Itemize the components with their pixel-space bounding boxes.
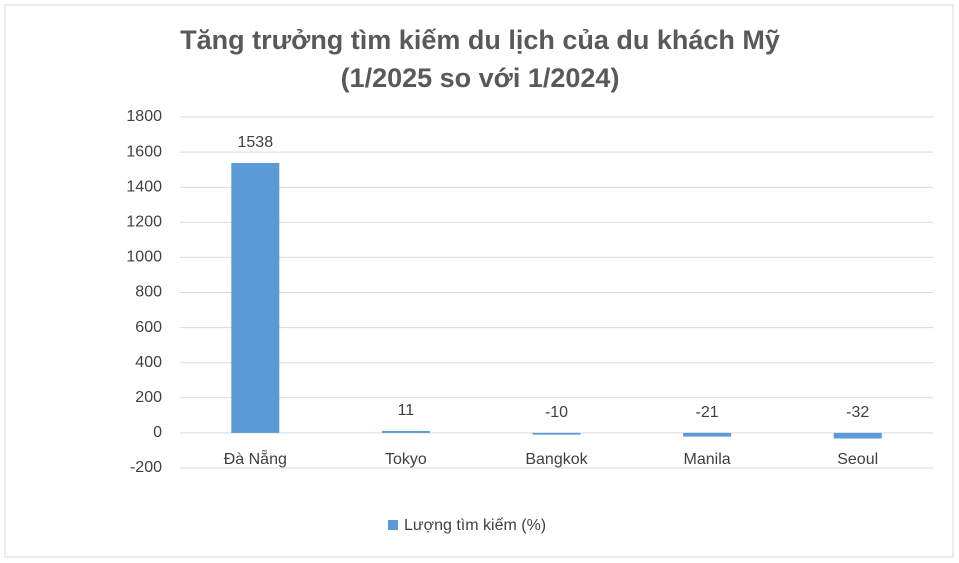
y-tick-label: 600 — [135, 319, 162, 336]
x-tick-label: Bangkok — [525, 451, 588, 468]
bar — [833, 432, 882, 439]
data-label: 1538 — [238, 134, 274, 151]
x-tick-label: Manila — [684, 451, 731, 468]
y-tick-label: -200 — [130, 459, 162, 476]
x-tick-label: Tokyo — [385, 451, 427, 468]
y-tick-label: 200 — [135, 389, 162, 406]
bar — [683, 432, 732, 437]
x-tick-label: Đà Nẵng — [224, 449, 287, 468]
y-tick-label: 1800 — [126, 108, 162, 125]
chart-title: Tăng trưởng tìm kiếm du lịch của du khác… — [180, 25, 780, 55]
y-tick-label: 800 — [135, 284, 162, 301]
y-tick-label: 1400 — [126, 178, 162, 195]
data-label: -21 — [696, 404, 719, 421]
data-label: -32 — [846, 404, 869, 421]
y-tick-label: 400 — [135, 354, 162, 371]
y-tick-label: 0 — [153, 424, 162, 441]
legend-label: Lượng tìm kiếm (%) — [404, 517, 546, 534]
chart-title: (1/2025 so với 1/2024) — [341, 63, 620, 93]
bar — [381, 430, 430, 433]
bar — [231, 162, 280, 433]
data-label: 11 — [398, 402, 415, 419]
y-tick-label: 1200 — [126, 214, 162, 231]
data-label: -10 — [545, 404, 568, 421]
chart-border — [4, 4, 954, 558]
y-tick-label: 1000 — [126, 249, 162, 266]
bar — [532, 432, 581, 435]
y-tick-label: 1600 — [126, 143, 162, 160]
x-tick-label: Seoul — [837, 451, 878, 468]
legend-swatch — [388, 520, 398, 530]
